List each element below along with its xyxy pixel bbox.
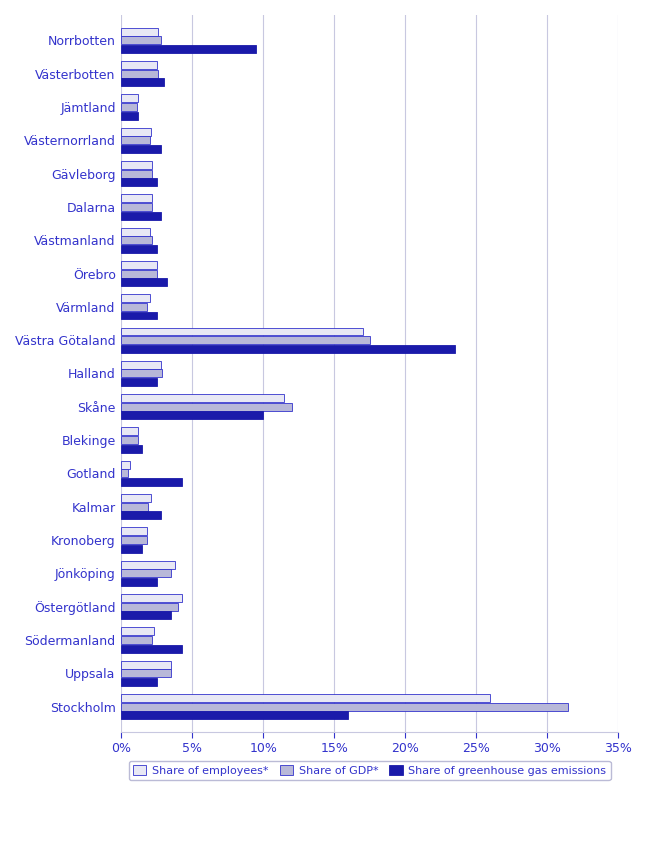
Legend: Share of employees*, Share of GDP*, Share of greenhouse gas emissions: Share of employees*, Share of GDP*, Shar… <box>129 761 611 780</box>
Bar <box>121 703 568 711</box>
Bar <box>121 103 137 111</box>
Bar <box>121 312 157 320</box>
Bar <box>121 203 153 211</box>
Bar <box>121 461 129 468</box>
Bar <box>121 678 157 686</box>
Bar <box>121 636 153 644</box>
Bar <box>121 70 158 77</box>
Bar <box>121 345 455 353</box>
Bar <box>121 195 153 202</box>
Bar <box>121 236 153 244</box>
Bar <box>121 611 171 620</box>
Bar <box>121 378 157 386</box>
Bar <box>121 45 256 53</box>
Bar <box>121 78 164 87</box>
Bar <box>121 245 157 252</box>
Bar <box>121 403 292 411</box>
Bar <box>121 37 161 44</box>
Bar <box>121 337 369 344</box>
Bar <box>121 327 362 336</box>
Bar <box>121 294 149 302</box>
Bar <box>121 545 142 552</box>
Bar <box>121 478 182 486</box>
Bar <box>121 578 157 586</box>
Bar <box>121 502 148 511</box>
Bar <box>121 278 167 286</box>
Bar <box>121 178 157 186</box>
Bar <box>121 28 158 36</box>
Bar <box>121 170 153 178</box>
Bar <box>121 445 142 453</box>
Bar <box>121 669 171 677</box>
Bar <box>121 603 178 610</box>
Bar <box>121 261 157 269</box>
Bar <box>121 228 149 235</box>
Bar <box>121 411 263 419</box>
Bar <box>121 61 157 69</box>
Bar <box>121 94 138 102</box>
Bar <box>121 161 153 169</box>
Bar <box>121 536 147 544</box>
Bar <box>121 469 128 478</box>
Bar <box>121 428 138 435</box>
Bar <box>121 711 348 719</box>
Bar <box>121 303 147 311</box>
Bar <box>121 627 154 635</box>
Bar <box>121 512 161 519</box>
Bar <box>121 527 147 536</box>
Bar <box>121 561 175 569</box>
Bar <box>121 136 149 144</box>
Bar <box>121 370 162 377</box>
Bar <box>121 269 157 277</box>
Bar <box>121 128 151 136</box>
Bar <box>121 644 182 653</box>
Bar <box>121 570 171 577</box>
Bar <box>121 660 171 669</box>
Bar <box>121 145 161 153</box>
Bar <box>121 111 138 120</box>
Bar <box>121 361 161 369</box>
Bar <box>121 436 138 444</box>
Bar <box>121 394 285 402</box>
Bar <box>121 594 182 602</box>
Bar <box>121 212 161 219</box>
Bar <box>121 494 151 502</box>
Bar <box>121 694 490 702</box>
